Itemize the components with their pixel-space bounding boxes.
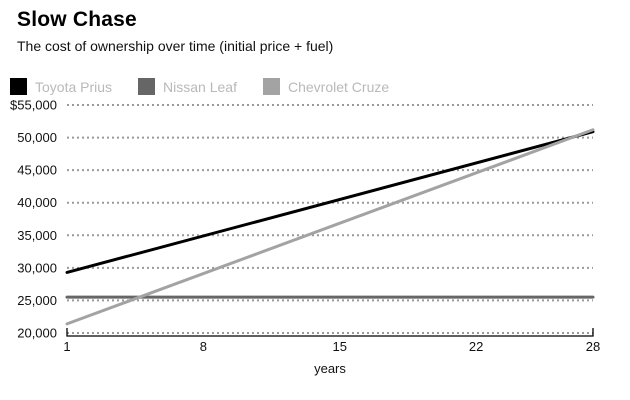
- y-tick-label: 35,000: [17, 228, 57, 243]
- legend-swatch-nissan-leaf: [138, 78, 156, 95]
- x-axis: [66, 328, 594, 337]
- x-tick-label: 1: [63, 339, 70, 354]
- legend-swatch-chevrolet-cruze: [262, 78, 280, 95]
- y-tick-label: 40,000: [17, 195, 57, 210]
- legend-item-nissan-leaf: Nissan Leaf: [138, 78, 237, 95]
- legend-item-chevrolet-cruze: Chevrolet Cruze: [262, 78, 390, 95]
- legend: Toyota Prius Nissan Leaf Chevrolet Cruze: [10, 78, 389, 95]
- chart-title: Slow Chase: [17, 8, 137, 31]
- legend-label-toyota-prius: Toyota Prius: [35, 78, 113, 95]
- series-line-toyota-prius: [65, 130, 595, 274]
- y-tick-label: $55,000: [10, 98, 57, 113]
- legend-item-toyota-prius: Toyota Prius: [10, 78, 112, 95]
- y-tick-label: 25,000: [17, 293, 57, 308]
- y-tick-label: 45,000: [17, 163, 57, 178]
- x-tick-label: 8: [200, 339, 207, 354]
- y-tick-label: 20,000: [17, 326, 57, 341]
- legend-label-chevrolet-cruze: Chevrolet Cruze: [287, 78, 390, 95]
- y-tick-label: 50,000: [17, 130, 57, 145]
- x-tick-label: 15: [333, 339, 347, 354]
- x-axis-title: years: [314, 361, 346, 376]
- y-tick-label: 30,000: [17, 260, 57, 275]
- legend-swatch-toyota-prius: [10, 78, 27, 95]
- series-line-chevrolet-cruze: [65, 128, 595, 326]
- chart-subtitle: The cost of ownership over time (initial…: [17, 38, 334, 54]
- x-tick-label: 28: [586, 339, 600, 354]
- x-tick-label: 22: [469, 339, 483, 354]
- legend-label-nissan-leaf: Nissan Leaf: [163, 78, 237, 95]
